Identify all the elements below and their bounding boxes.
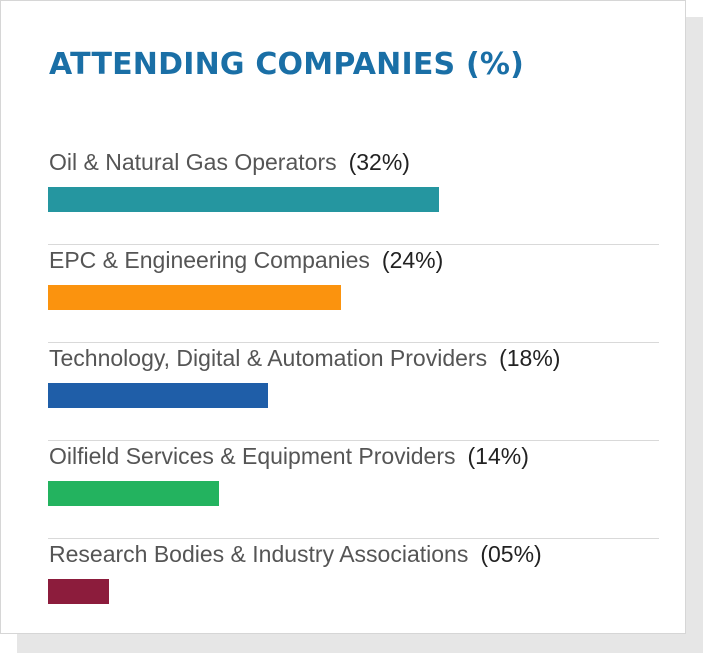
chart-row-oil-gas-operators: Oil & Natural Gas Operators (32%) <box>48 147 659 245</box>
chart-row-technology-providers: Technology, Digital & Automation Provide… <box>48 343 659 441</box>
bar-epc-engineering <box>48 285 341 310</box>
chart-row-research-bodies: Research Bodies & Industry Associations (… <box>48 539 659 637</box>
chart-row-epc-engineering: EPC & Engineering Companies (24%) <box>48 245 659 343</box>
bar-oilfield-services <box>48 481 219 506</box>
category-label: Oil & Natural Gas Operators <box>49 149 337 175</box>
attending-companies-card: ATTENDING COMPANIES (%) Oil & Natural Ga… <box>0 0 686 634</box>
category-label: EPC & Engineering Companies <box>49 247 370 273</box>
value-label: (14%) <box>467 443 529 469</box>
value-label: (32%) <box>348 149 410 175</box>
bar-technology-providers <box>48 383 268 408</box>
value-label: (18%) <box>499 345 561 371</box>
category-label: Research Bodies & Industry Associations <box>49 541 469 567</box>
chart-row-oilfield-services: Oilfield Services & Equipment Providers (… <box>48 441 659 539</box>
bar-research-bodies <box>48 579 109 604</box>
category-label: Oilfield Services & Equipment Providers <box>49 443 456 469</box>
bar-oil-gas-operators <box>48 187 439 212</box>
value-label: (24%) <box>381 247 444 273</box>
category-label: Technology, Digital & Automation Provide… <box>49 345 488 371</box>
value-label: (05%) <box>480 541 542 567</box>
chart-title: ATTENDING COMPANIES (%) <box>49 47 525 82</box>
